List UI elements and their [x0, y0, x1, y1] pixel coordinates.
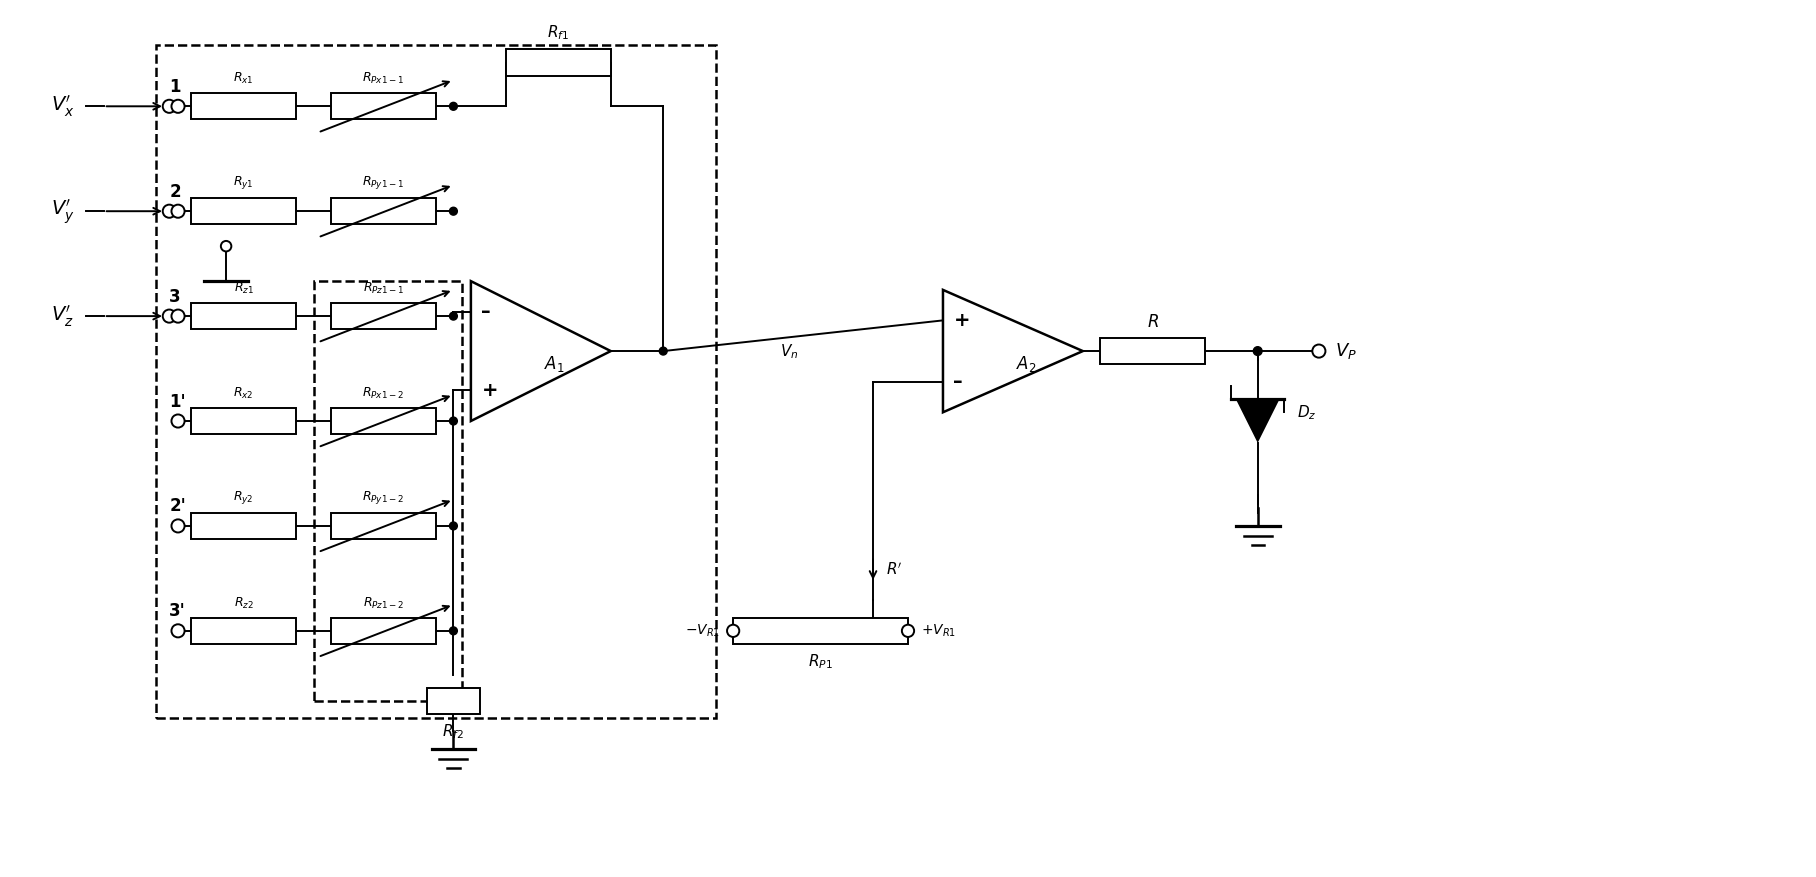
Text: $-V_{R1}$: $-V_{R1}$: [685, 623, 719, 639]
Text: $R_{Py1-2}$: $R_{Py1-2}$: [363, 488, 405, 506]
Circle shape: [726, 624, 739, 637]
Bar: [331, 198, 436, 225]
Text: $R_{P1}$: $R_{P1}$: [808, 652, 834, 672]
Text: $R_{Pz1-1}$: $R_{Pz1-1}$: [363, 281, 405, 296]
Text: $R_{y2}$: $R_{y2}$: [232, 488, 254, 506]
Text: $R_{z1}$: $R_{z1}$: [234, 281, 254, 296]
Text: $R_{y1}$: $R_{y1}$: [232, 175, 254, 191]
Circle shape: [171, 204, 185, 217]
Text: $R$: $R$: [1146, 313, 1159, 331]
Circle shape: [1253, 346, 1262, 355]
Text: $V_n$: $V_n$: [779, 342, 799, 361]
Bar: [314, 282, 461, 701]
Text: $V_y'$: $V_y'$: [51, 196, 74, 225]
Text: $V_P$: $V_P$: [1335, 341, 1357, 361]
Text: $+V_{R1}$: $+V_{R1}$: [921, 623, 957, 639]
Text: $R'$: $R'$: [886, 561, 903, 578]
Circle shape: [1313, 345, 1326, 358]
Text: $R_{Px1-1}$: $R_{Px1-1}$: [363, 71, 405, 86]
Bar: [156, 45, 716, 718]
Bar: [191, 303, 296, 329]
Circle shape: [171, 100, 185, 113]
Bar: [331, 513, 436, 539]
Text: $A_2$: $A_2$: [1015, 354, 1037, 374]
Circle shape: [163, 204, 176, 217]
Text: $R_{f2}$: $R_{f2}$: [443, 723, 465, 741]
Text: $V_x'$: $V_x'$: [51, 94, 74, 119]
Bar: [191, 93, 296, 119]
Polygon shape: [1237, 399, 1280, 443]
Circle shape: [450, 522, 458, 530]
Circle shape: [450, 417, 458, 425]
Text: 3': 3': [169, 602, 185, 620]
Bar: [427, 688, 479, 714]
Text: 3: 3: [169, 288, 182, 305]
Text: 1': 1': [169, 393, 185, 410]
Text: +: +: [481, 381, 498, 400]
Text: $R_{f1}$: $R_{f1}$: [547, 24, 570, 42]
Bar: [191, 408, 296, 434]
Bar: [331, 93, 436, 119]
Circle shape: [222, 241, 231, 252]
Text: 2': 2': [169, 497, 185, 516]
Bar: [734, 617, 908, 644]
Text: $R_{Pz1-2}$: $R_{Pz1-2}$: [363, 595, 405, 610]
Text: $A_1$: $A_1$: [543, 354, 565, 374]
Text: +: +: [953, 311, 970, 330]
Bar: [507, 49, 610, 75]
Bar: [331, 303, 436, 329]
Circle shape: [171, 519, 185, 532]
Text: $D_z$: $D_z$: [1297, 403, 1317, 422]
Text: 1: 1: [169, 78, 182, 96]
Text: $R_{x2}$: $R_{x2}$: [232, 386, 254, 401]
Bar: [191, 198, 296, 225]
Text: 2: 2: [169, 182, 182, 201]
Circle shape: [450, 103, 458, 111]
Bar: [191, 617, 296, 644]
Text: $V_z'$: $V_z'$: [51, 303, 74, 329]
Circle shape: [171, 415, 185, 428]
Text: –: –: [953, 372, 962, 391]
Circle shape: [163, 310, 176, 323]
Text: $R_{z2}$: $R_{z2}$: [234, 595, 254, 610]
Bar: [1100, 338, 1206, 364]
Circle shape: [659, 347, 666, 355]
Text: $R_{x1}$: $R_{x1}$: [232, 71, 254, 86]
Circle shape: [163, 100, 176, 113]
Bar: [331, 408, 436, 434]
Circle shape: [171, 624, 185, 638]
Text: $R_{Py1-1}$: $R_{Py1-1}$: [363, 175, 405, 191]
Text: –: –: [481, 303, 490, 321]
Text: $R_{Px1-2}$: $R_{Px1-2}$: [363, 386, 405, 401]
Circle shape: [450, 312, 458, 320]
Bar: [191, 513, 296, 539]
Bar: [331, 617, 436, 644]
Circle shape: [903, 624, 913, 637]
Circle shape: [450, 207, 458, 215]
Circle shape: [450, 627, 458, 635]
Circle shape: [171, 310, 185, 323]
